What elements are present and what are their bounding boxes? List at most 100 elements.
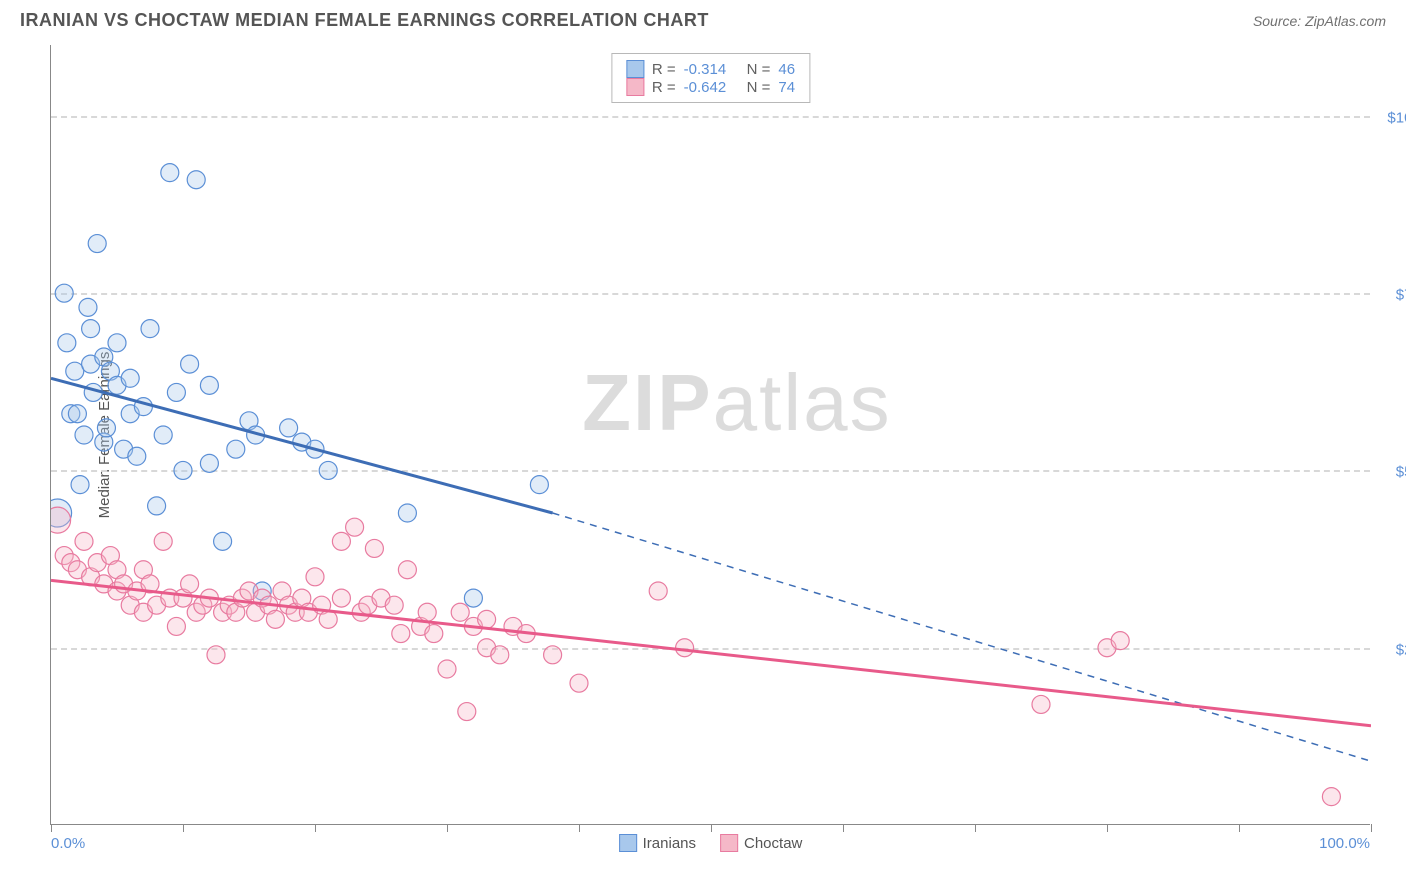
y-tick-label: $75,000 <box>1375 287 1406 304</box>
data-point <box>154 426 172 444</box>
data-point <box>478 610 496 628</box>
legend-swatch <box>626 60 644 78</box>
legend-n-value: 74 <box>778 79 795 96</box>
data-point <box>544 646 562 664</box>
data-point <box>649 582 667 600</box>
data-point <box>108 334 126 352</box>
x-tick <box>1371 824 1372 832</box>
data-point <box>676 639 694 657</box>
data-point <box>79 298 97 316</box>
data-point <box>425 625 443 643</box>
legend-r-value: -0.314 <box>684 61 739 78</box>
chart-plot-area: ZIPatlas Median Female Earnings $25,000$… <box>50 45 1370 825</box>
data-point <box>154 532 172 550</box>
data-point <box>58 334 76 352</box>
x-tick-label: 100.0% <box>1319 835 1370 852</box>
data-point <box>1322 788 1340 806</box>
scatter-svg <box>51 45 1371 825</box>
data-point <box>418 603 436 621</box>
data-point <box>530 476 548 494</box>
data-point <box>141 320 159 338</box>
data-point <box>398 504 416 522</box>
x-tick <box>1239 824 1240 832</box>
legend-swatch <box>720 834 738 852</box>
data-point <box>570 674 588 692</box>
data-point <box>438 660 456 678</box>
legend-row: R = -0.642 N = 74 <box>626 78 795 96</box>
data-point <box>121 369 139 387</box>
data-point <box>51 507 71 533</box>
data-point <box>167 383 185 401</box>
data-point <box>97 419 115 437</box>
data-point <box>128 447 146 465</box>
data-point <box>181 575 199 593</box>
data-point <box>332 589 350 607</box>
x-tick <box>315 824 316 832</box>
data-point <box>392 625 410 643</box>
x-tick <box>711 824 712 832</box>
trend-line-dashed <box>553 513 1371 761</box>
legend-label: Iranians <box>643 835 696 852</box>
data-point <box>207 646 225 664</box>
legend-n-value: 46 <box>778 61 795 78</box>
data-point <box>167 617 185 635</box>
data-point <box>55 284 73 302</box>
chart-title: IRANIAN VS CHOCTAW MEDIAN FEMALE EARNING… <box>20 10 709 31</box>
data-point <box>306 568 324 586</box>
legend-r-label: R = <box>652 79 676 96</box>
legend-r-value: -0.642 <box>684 79 739 96</box>
data-point <box>200 454 218 472</box>
x-tick <box>447 824 448 832</box>
data-point <box>280 419 298 437</box>
data-point <box>458 703 476 721</box>
data-point <box>174 461 192 479</box>
data-point <box>82 320 100 338</box>
data-point <box>88 235 106 253</box>
data-point <box>398 561 416 579</box>
data-point <box>71 476 89 494</box>
legend-item: Iranians <box>619 834 696 852</box>
legend-swatch <box>626 78 644 96</box>
legend-label: Choctaw <box>744 835 802 852</box>
data-point <box>75 532 93 550</box>
data-point <box>75 426 93 444</box>
data-point <box>266 610 284 628</box>
legend-n-label: N = <box>747 61 771 78</box>
data-point <box>464 589 482 607</box>
legend-n-label: N = <box>747 79 771 96</box>
data-point <box>365 539 383 557</box>
chart-source: Source: ZipAtlas.com <box>1253 13 1386 29</box>
data-point <box>1032 695 1050 713</box>
data-point <box>319 461 337 479</box>
series-legend: Iranians Choctaw <box>619 834 803 852</box>
x-tick <box>579 824 580 832</box>
x-tick <box>51 824 52 832</box>
x-tick <box>843 824 844 832</box>
legend-swatch <box>619 834 637 852</box>
y-tick-label: $100,000 <box>1375 109 1406 126</box>
x-tick <box>1107 824 1108 832</box>
data-point <box>68 405 86 423</box>
x-tick <box>975 824 976 832</box>
data-point <box>148 497 166 515</box>
data-point <box>187 171 205 189</box>
legend-r-label: R = <box>652 61 676 78</box>
trend-line <box>51 580 1371 725</box>
legend-row: R = -0.314 N = 46 <box>626 60 795 78</box>
y-tick-label: $50,000 <box>1375 464 1406 481</box>
data-point <box>214 532 232 550</box>
data-point <box>451 603 469 621</box>
correlation-legend: R = -0.314 N = 46 R = -0.642 N = 74 <box>611 53 810 103</box>
legend-item: Choctaw <box>720 834 802 852</box>
data-point <box>200 376 218 394</box>
data-point <box>227 440 245 458</box>
data-point <box>1111 632 1129 650</box>
y-tick-label: $25,000 <box>1375 641 1406 658</box>
data-point <box>161 164 179 182</box>
x-tick-label: 0.0% <box>51 835 85 852</box>
data-point <box>181 355 199 373</box>
data-point <box>332 532 350 550</box>
data-point <box>491 646 509 664</box>
data-point <box>385 596 403 614</box>
data-point <box>346 518 364 536</box>
